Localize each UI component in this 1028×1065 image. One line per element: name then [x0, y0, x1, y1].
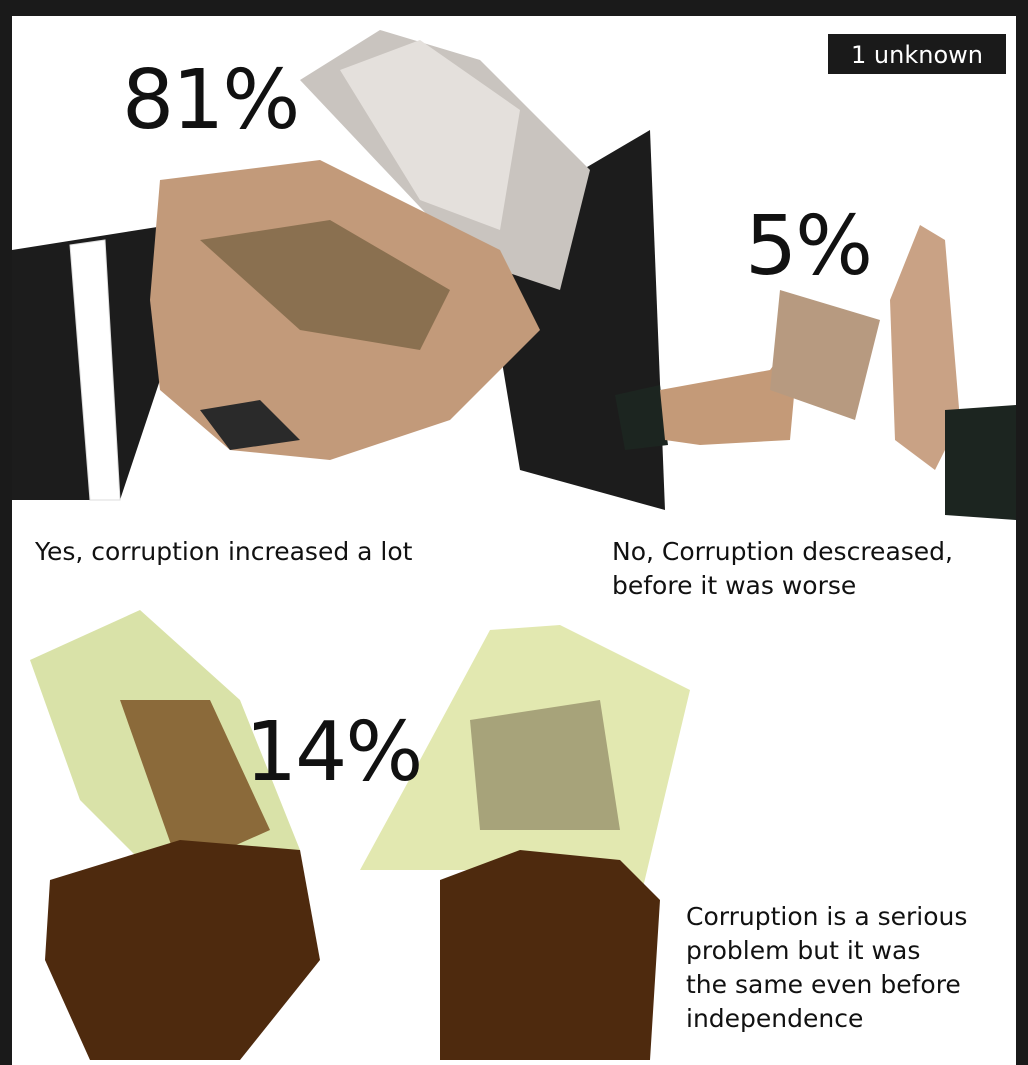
badge-text: 1 unknown: [851, 41, 983, 69]
caption-line: independence: [686, 1004, 863, 1033]
banknote-illustration: [30, 610, 690, 1060]
caption-line: the same even before: [686, 970, 961, 999]
captions: Yes, corruption increased a lot No, Corru…: [34, 537, 967, 1033]
caption-line: No, Corruption descreased,: [612, 537, 953, 566]
caption-line: problem but it was: [686, 936, 920, 965]
percent: 5%: [745, 199, 871, 294]
right-border: [1016, 0, 1028, 1065]
caption-line: before it was worse: [612, 571, 856, 600]
refusal-illustration: [615, 225, 1016, 520]
caption-line: Corruption is a serious: [686, 902, 967, 931]
handshake-illustration: [12, 30, 665, 510]
badge-box: [828, 34, 1006, 74]
left-border: [0, 0, 12, 1065]
top-bar: [0, 0, 1028, 16]
percent: 81%: [122, 53, 298, 148]
caption-line: Yes, corruption increased a lot: [34, 537, 413, 566]
percent: 14%: [245, 705, 421, 800]
